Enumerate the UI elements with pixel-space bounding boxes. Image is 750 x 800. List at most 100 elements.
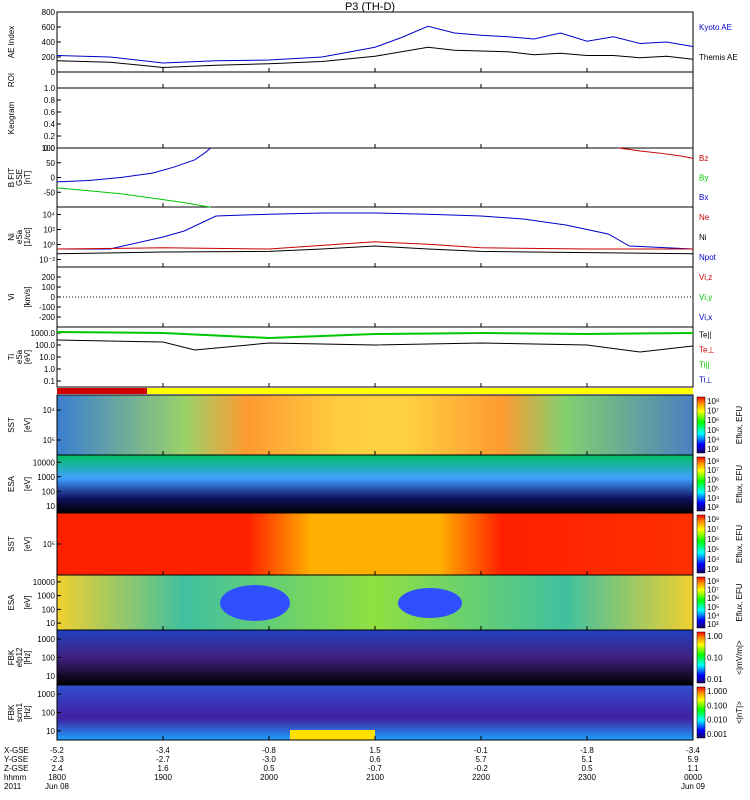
series-ni (57, 212, 694, 250)
colorbar-esa_i (696, 456, 706, 512)
time-label: 1800 (48, 773, 66, 782)
yunit-temperature: [eV] (23, 350, 32, 364)
colorbar-tick: 10³ (707, 445, 719, 454)
footer-row-label: Z-GSE (4, 764, 28, 773)
line-series (56, 25, 694, 353)
colorbar-tick: 10⁷ (707, 525, 719, 534)
ytick-label: 0.1 (44, 377, 56, 386)
ytick-label: 10000 (33, 458, 56, 467)
zgse-value: 0.5 (581, 764, 593, 773)
ylabel-sst_e: SST (7, 536, 16, 552)
footer-row-label: X-GSE (4, 746, 29, 755)
zgse-value: 0.5 (263, 764, 275, 773)
ylabel2-bfield: GSE (15, 169, 24, 186)
xgse-value: -3.4 (156, 746, 170, 755)
ylabel-sst_i: SST (7, 417, 16, 433)
time-label: 0000 (684, 773, 702, 782)
colorbar-tick: 10⁴ (707, 555, 720, 564)
xgse-value: -0.8 (262, 746, 276, 755)
yunit-esa_e: [eV] (23, 595, 32, 609)
colorbar-label: <|nT|> (735, 701, 744, 724)
colorbar-tick: 10³ (707, 620, 719, 629)
ygse-value: 5.9 (687, 755, 699, 764)
ytick-label: 100 (42, 654, 56, 663)
ytick-label: 1000 (37, 635, 55, 644)
ytick-label: 600 (42, 23, 56, 32)
colorbar-esa_e (696, 576, 706, 629)
ygse-value: -2.7 (156, 755, 170, 764)
colorbar-tick: 10⁷ (707, 586, 719, 595)
xgse-value: 1.5 (369, 746, 381, 755)
ytick-label: 10⁴ (43, 406, 56, 415)
colorbar-tick: 10⁵ (707, 603, 719, 612)
colorbar-tick: 10⁸ (707, 515, 719, 524)
time-label: 2300 (578, 773, 596, 782)
ytick-label: 0.6 (44, 108, 56, 117)
colorbar-tick: 10⁶ (707, 416, 719, 425)
state-bar (57, 388, 693, 394)
zgse-value: -0.7 (368, 764, 382, 773)
ytick-label: 100 (42, 709, 56, 718)
ytick-label: 200 (42, 53, 56, 62)
legend-density: Ni (699, 233, 707, 242)
legend-ae: Themis AE (699, 53, 738, 62)
legend-density: Ne (699, 213, 710, 222)
series-kyoto-ae (56, 25, 694, 64)
ytick-label: 50 (46, 159, 55, 168)
ytick-label: 800 (42, 8, 56, 17)
yunit-esa_i: [eV] (23, 477, 32, 491)
ytick-label: 0 (51, 174, 56, 183)
panel-frame-ae (56, 11, 694, 73)
ytick-label: 1000 (37, 690, 55, 699)
ytick-label: 10⁻² (39, 256, 55, 265)
ylabel-ae: AE Index (7, 26, 16, 58)
colorbar-tick: 10⁵ (707, 426, 719, 435)
ytick-label: 10.0 (39, 353, 55, 362)
ytick-label: 0.0 (44, 144, 56, 153)
colorbar-tick: 0.01 (707, 675, 723, 684)
ygse-value: -3.0 (262, 755, 276, 764)
colorbar-tick: 0.010 (707, 716, 728, 725)
fbk-e-spectrogram (57, 630, 693, 685)
xgse-value: -1.8 (580, 746, 594, 755)
ytick-label: 100.0 (35, 341, 56, 350)
time-label: 2100 (366, 773, 384, 782)
colorbar-tick: 10⁶ (707, 475, 719, 484)
ytick-label: 100 (42, 144, 56, 153)
series-themis-ae (56, 46, 694, 69)
legend-velocity: Vi,y (699, 293, 712, 302)
colorbar-tick: 0.10 (707, 654, 723, 663)
colorbar-sst_i (696, 396, 706, 454)
ytick-label: 0 (51, 68, 56, 77)
ylabel-roi: ROI (7, 73, 16, 87)
colorbar-tick: 10³ (707, 503, 719, 512)
yunit-density: [1/cc] (23, 227, 32, 246)
ytick-label: 10⁰ (43, 241, 55, 250)
footer-row-label: hhmm (4, 773, 27, 782)
ytick-label: 10⁵ (43, 436, 55, 445)
yunit-fbk_b: [Hz] (23, 705, 32, 719)
ytick-label: 1000.0 (31, 329, 56, 338)
xgse-value: -5.2 (50, 746, 64, 755)
legend-bfield: By (699, 174, 708, 183)
sst-ion-spectrogram (57, 395, 693, 455)
colorbar-tick: 10⁷ (707, 466, 719, 475)
ylabel2-density: eSa (15, 229, 24, 244)
legend-velocity: Vi,z (699, 273, 712, 282)
ygse-value: 5.1 (581, 755, 593, 764)
ytick-label: 1.0 (44, 365, 56, 374)
time-label: 2000 (260, 773, 278, 782)
legend-temperature: Ti|| (699, 361, 710, 370)
yunit-sst_e: [eV] (23, 537, 32, 551)
legend-temperature: Ti⊥ (699, 376, 712, 385)
ylabel2-temperature: eSa (15, 349, 24, 364)
ytick-label: 100 (42, 605, 56, 614)
xgse-value: -0.1 (474, 746, 488, 755)
panel-frame-temperature (56, 326, 694, 388)
time-label: 2200 (472, 773, 490, 782)
panel-frame-keogram (56, 87, 694, 149)
esa-ion-spectrogram (57, 455, 693, 513)
ytick-label: 10000 (33, 578, 56, 587)
